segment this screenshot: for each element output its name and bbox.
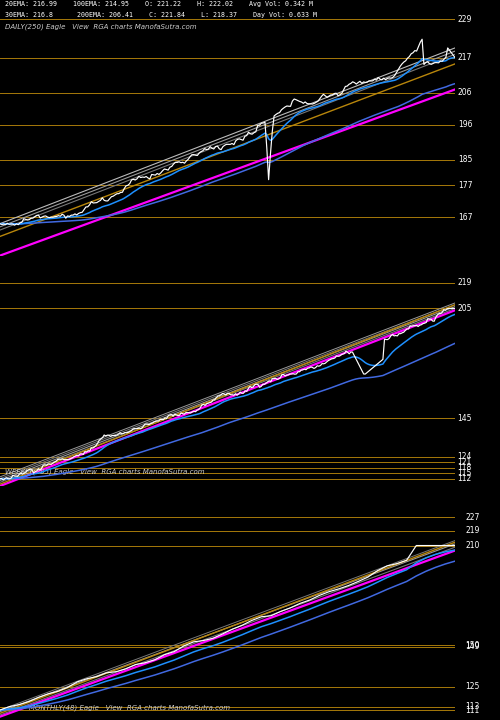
Text: 124: 124 <box>458 452 472 462</box>
Text: 219: 219 <box>466 526 480 535</box>
Text: 217: 217 <box>458 53 472 62</box>
Text: 229: 229 <box>458 14 472 24</box>
Text: 125: 125 <box>466 683 480 691</box>
Text: 227: 227 <box>466 513 480 522</box>
Text: 121: 121 <box>458 458 471 467</box>
Text: 112: 112 <box>458 474 471 483</box>
Text: 219: 219 <box>458 279 472 287</box>
Text: 30EMA: 216.8      200EMA: 206.41    C: 221.84    L: 218.37    Day Vol: 0.633 M: 30EMA: 216.8 200EMA: 206.41 C: 221.84 L:… <box>5 12 317 18</box>
Text: 115: 115 <box>458 469 472 477</box>
Text: 150: 150 <box>466 641 480 649</box>
Text: 206: 206 <box>458 88 472 97</box>
Text: 113: 113 <box>466 702 480 711</box>
Text: 167: 167 <box>458 212 472 222</box>
Text: 145: 145 <box>458 414 472 423</box>
Text: 196: 196 <box>458 120 472 129</box>
Text: 205: 205 <box>458 304 472 313</box>
Text: 185: 185 <box>458 156 472 164</box>
Text: DAILY(250) Eagle   View  RGA charts ManofaSutra.com: DAILY(250) Eagle View RGA charts ManofaS… <box>6 23 197 30</box>
Text: 149: 149 <box>466 642 480 652</box>
Text: WEEKLY(285) Eagle   View  RGA charts ManofaSutra.com: WEEKLY(285) Eagle View RGA charts Manofa… <box>5 469 204 475</box>
Text: 20EMA: 216.99    100EMA: 214.95    O: 221.22    H: 222.02    Avg Vol: 0.342 M: 20EMA: 216.99 100EMA: 214.95 O: 221.22 H… <box>5 1 313 7</box>
Text: 111: 111 <box>466 706 480 714</box>
Text: 118: 118 <box>458 463 471 472</box>
Text: MONTHLY(48) Eagle   View  RGA charts ManofaSutra.com: MONTHLY(48) Eagle View RGA charts Manofa… <box>29 705 230 711</box>
Text: 177: 177 <box>458 181 472 190</box>
Text: 210: 210 <box>466 541 480 550</box>
